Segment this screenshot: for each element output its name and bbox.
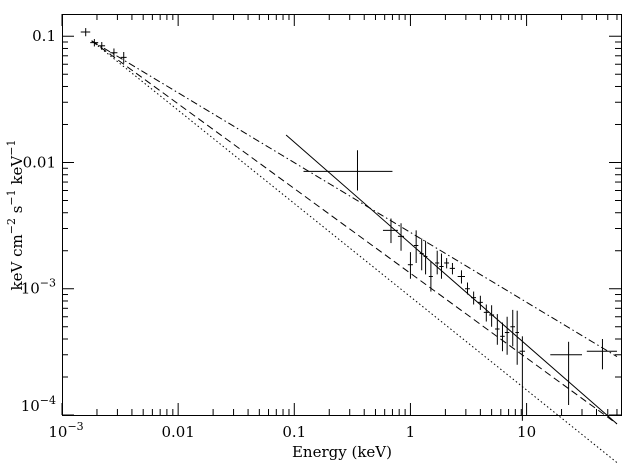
data-point xyxy=(483,304,489,322)
data-point xyxy=(423,240,428,275)
x-axis-label: Energy (keV) xyxy=(292,443,392,461)
data-point xyxy=(477,295,483,310)
data-point xyxy=(435,250,440,275)
y-tick-label: 10−4 xyxy=(21,394,56,415)
model-curves xyxy=(91,40,618,463)
y-tick-labels: 10−4 10−3 0.01 0.1 xyxy=(21,27,56,415)
data-point xyxy=(413,230,419,263)
data-point xyxy=(519,336,526,421)
model-line-dashed xyxy=(91,40,618,425)
y-axis-label: keV cm−2 s−1 keV−1 xyxy=(5,140,26,291)
data-point xyxy=(90,39,99,47)
data-point xyxy=(120,52,127,64)
x-tick-label: 0.01 xyxy=(161,423,194,441)
data-point xyxy=(489,305,495,327)
data-point xyxy=(495,314,500,345)
x-tick-label: 1 xyxy=(406,423,416,441)
data-point xyxy=(419,238,424,271)
data-point xyxy=(586,338,617,370)
data-point xyxy=(465,282,470,295)
data-point xyxy=(397,223,404,251)
data-point xyxy=(515,310,519,365)
model-line-dashdot xyxy=(91,40,618,358)
y-tick-label: 0.1 xyxy=(32,27,56,45)
data-point xyxy=(439,253,444,279)
data-points xyxy=(80,28,617,421)
data-point xyxy=(80,28,91,37)
data-point xyxy=(500,322,505,352)
data-point xyxy=(510,309,516,347)
data-point xyxy=(303,150,393,191)
data-point xyxy=(428,261,433,292)
data-point xyxy=(550,341,582,406)
model-line-dotted xyxy=(91,40,618,463)
data-point xyxy=(471,291,477,305)
data-point xyxy=(407,252,413,279)
data-point xyxy=(449,262,456,275)
data-point xyxy=(110,48,118,58)
model-line-solid xyxy=(285,134,618,425)
data-point xyxy=(504,316,510,355)
x-tick-label: 10−3 xyxy=(48,420,83,441)
x-tick-label: 10 xyxy=(517,423,536,441)
x-tick-labels: 10−3 0.01 0.1 1 10 xyxy=(48,420,536,441)
plot-frame xyxy=(62,14,622,416)
y-tick-label: 10−3 xyxy=(21,277,56,298)
data-point xyxy=(457,270,466,284)
x-tick-label: 0.1 xyxy=(282,423,306,441)
y-tick-label: 0.01 xyxy=(23,153,56,171)
data-point xyxy=(98,42,106,50)
data-point xyxy=(382,218,398,244)
data-point xyxy=(444,258,450,269)
